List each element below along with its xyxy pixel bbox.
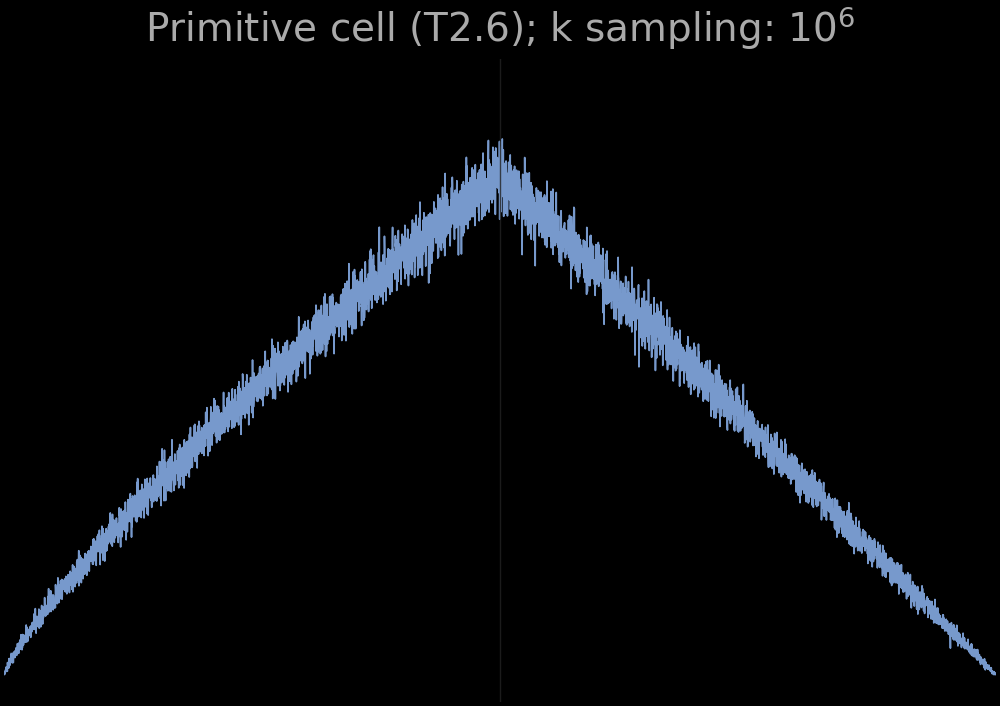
Title: Primitive cell (T2.6); k sampling: 10$^6$: Primitive cell (T2.6); k sampling: 10$^6…: [145, 4, 855, 52]
